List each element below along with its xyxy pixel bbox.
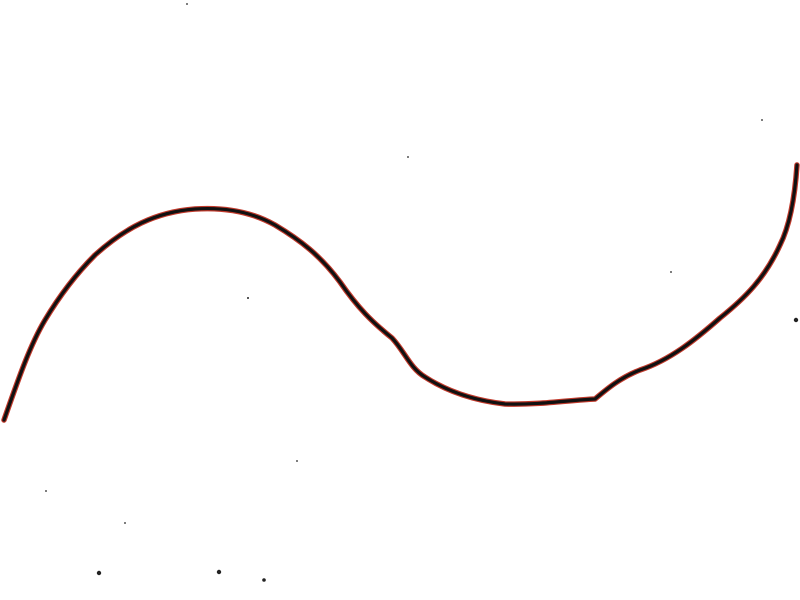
speck-icon — [186, 3, 188, 5]
hand-drawn-curve-icon — [2, 163, 799, 422]
speck-icon — [296, 460, 298, 462]
speck-icon — [761, 119, 763, 121]
speck-icon — [96, 570, 102, 576]
speck-icon — [247, 297, 249, 299]
speck-icon — [124, 522, 126, 524]
speck-icon — [216, 569, 222, 575]
hand-drawn-curve-edge-icon — [1, 162, 800, 423]
speck-icon — [262, 578, 266, 582]
speck-icon — [407, 156, 409, 158]
speck-icon — [793, 317, 799, 323]
speck-icon — [670, 271, 672, 273]
speck-icon — [45, 490, 47, 492]
speck-group — [45, 3, 799, 582]
